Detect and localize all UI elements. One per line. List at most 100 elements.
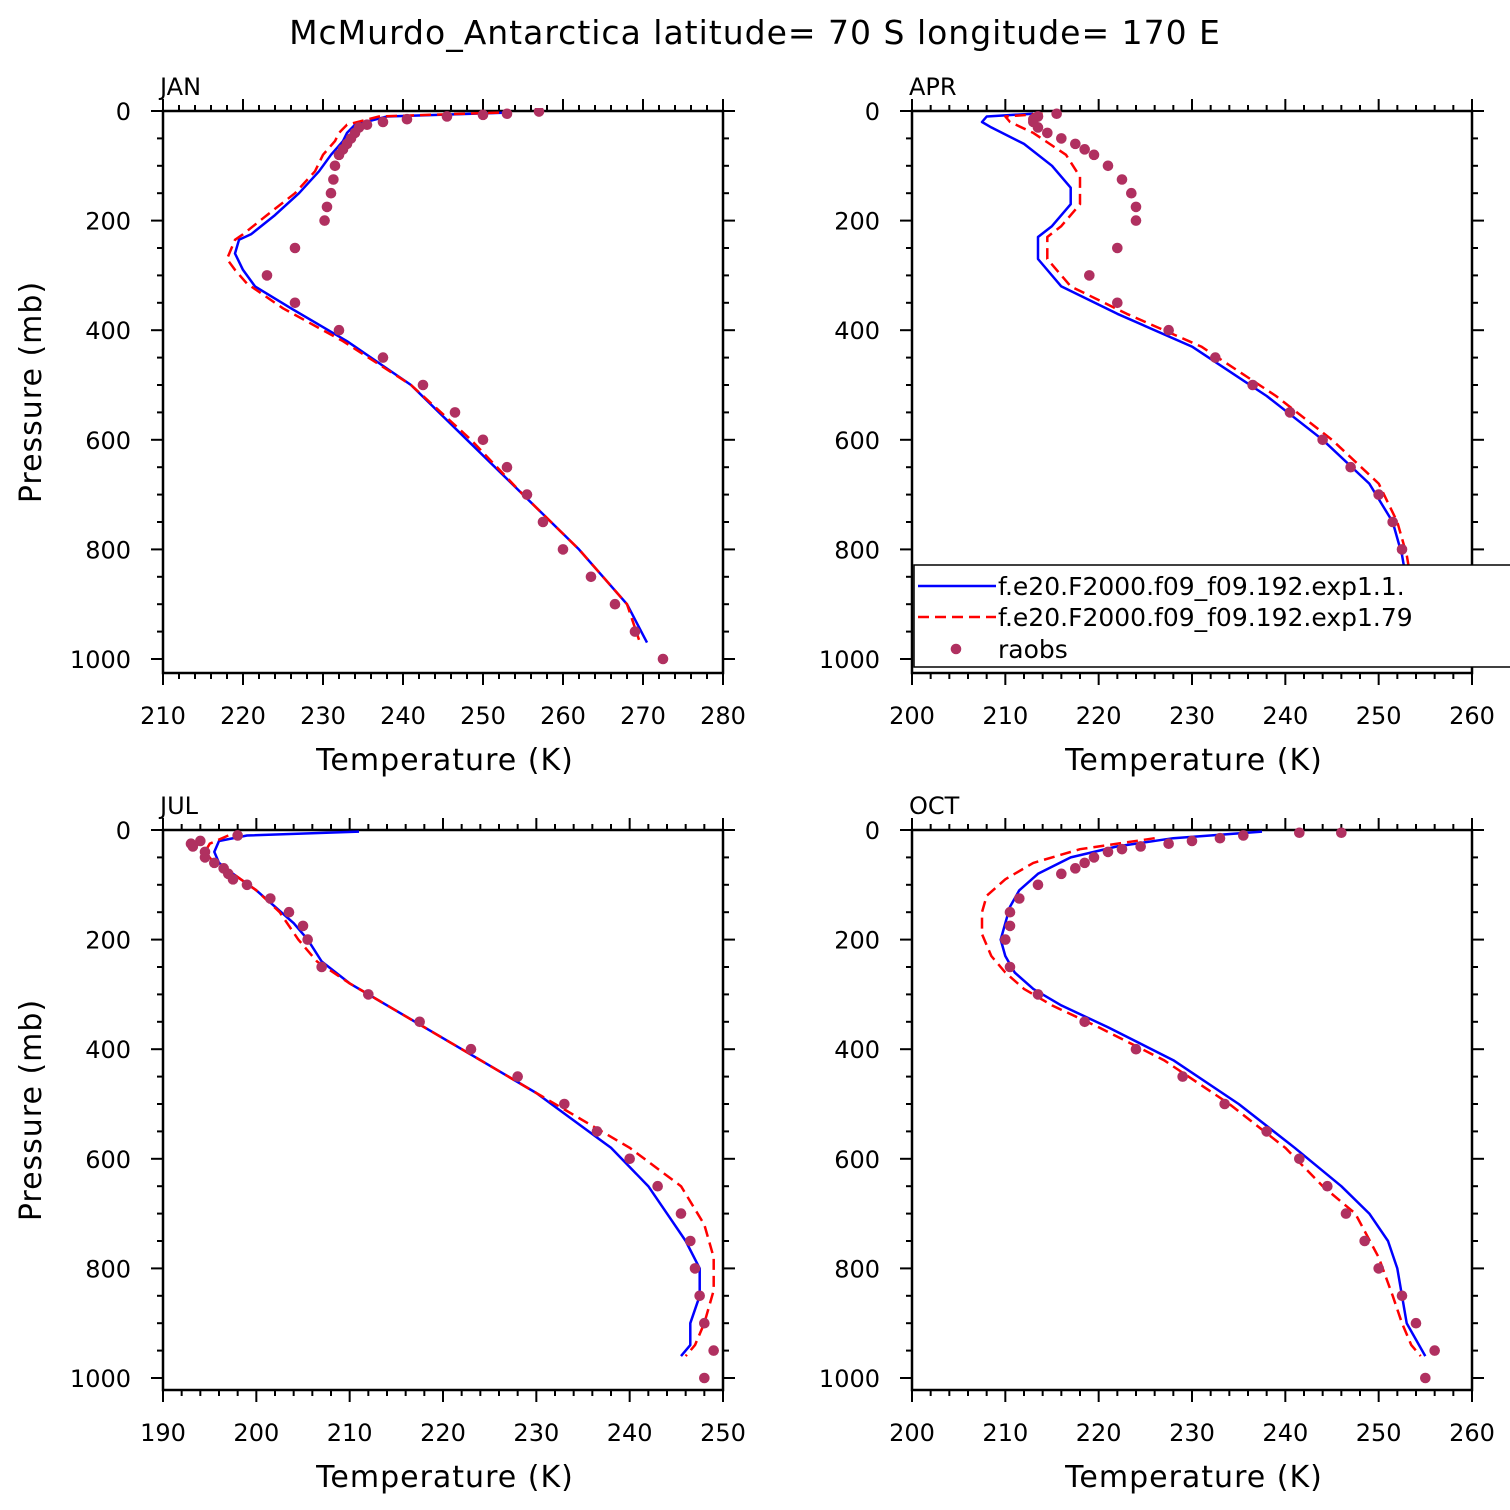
x-tick-label: 230 [513, 1419, 559, 1447]
raobs-point [557, 544, 569, 555]
legend-label: f.e20.F2000.f09_f09.192.exp1.79 [998, 603, 1413, 632]
raobs-point [585, 571, 597, 583]
x-tick-label: 230 [1169, 702, 1215, 730]
model2-line [203, 834, 715, 1357]
raobs-point [1420, 1372, 1431, 1384]
panel-label: APR [909, 73, 957, 101]
raobs-point [333, 149, 345, 161]
raobs-point [1163, 324, 1174, 336]
raobs-point [363, 989, 374, 1000]
raobs-point [441, 111, 453, 122]
raobs-point [1238, 830, 1249, 841]
panel-oct: OCT 200 210 220 230 240 250 260 0 200 400 600 800 100… [819, 792, 1495, 1495]
raobs-point [1130, 215, 1142, 226]
x-tick-label: 210 [140, 702, 186, 730]
y-tick-label: 1000 [70, 1365, 131, 1393]
raobs-point [1014, 893, 1025, 904]
raobs-point [1079, 857, 1090, 869]
raobs-point [302, 934, 313, 945]
x-axis-title: Temperature (K) [315, 743, 574, 778]
raobs-point [321, 201, 333, 213]
plot-data [980, 827, 1440, 1384]
model2-line [225, 111, 641, 641]
raobs-point [1116, 843, 1128, 855]
raobs-point [629, 626, 641, 637]
model2-line [980, 836, 1422, 1357]
x-tick-label: 260 [1449, 1419, 1495, 1447]
figure-title: McMurdo_Antarctica latitude= 70 S longit… [289, 13, 1221, 52]
raobs-point [477, 109, 489, 121]
panel-label: JUL [158, 792, 199, 820]
raobs-point [187, 841, 199, 852]
y-tick-label: 400 [85, 1036, 131, 1064]
legend-marker-raobs [950, 643, 962, 655]
raobs-point [377, 116, 389, 128]
x-tick-label: 190 [140, 1419, 186, 1447]
raobs-point [401, 113, 413, 125]
raobs-point [1032, 879, 1044, 891]
raobs-point [241, 879, 253, 891]
raobs-point [477, 434, 489, 446]
x-tick-label: 280 [700, 702, 746, 730]
plot-frame [910, 828, 1474, 1392]
y-tick-label: 0 [865, 817, 880, 845]
panel-label: OCT [909, 792, 960, 820]
raobs-point [501, 461, 513, 473]
raobs-point [1084, 270, 1095, 281]
raobs-point [1214, 832, 1226, 844]
x-tick-label: 260 [1449, 702, 1495, 730]
raobs-point [1340, 1208, 1352, 1219]
y-tick-label: 600 [834, 1146, 880, 1174]
model2-line [1004, 112, 1441, 638]
raobs-point [1004, 906, 1016, 918]
raobs-point [521, 489, 533, 500]
y-tick-label: 200 [85, 927, 131, 955]
raobs-point [1322, 1180, 1333, 1192]
raobs-point [325, 187, 337, 199]
y-tick-label: 0 [116, 817, 131, 845]
legend-label: raobs [998, 635, 1068, 664]
raobs-point [1294, 1153, 1305, 1165]
x-tick-label: 240 [380, 702, 426, 730]
raobs-point [261, 270, 273, 281]
raobs-point [591, 1126, 603, 1137]
raobs-point [449, 407, 461, 418]
panels: JAN 210 220 230 240 250 260 270 280 0 200 400 600 800… [14, 73, 1495, 1495]
raobs-point [1070, 138, 1081, 150]
y-tick-label: 1000 [819, 646, 880, 674]
x-tick-label: 250 [1356, 1419, 1402, 1447]
raobs-point [1116, 174, 1128, 185]
raobs-point [329, 160, 341, 172]
x-tick-label: 210 [982, 702, 1028, 730]
y-tick-label: 200 [834, 927, 880, 955]
plot-frame [161, 109, 725, 675]
x-tick-label: 220 [220, 702, 266, 730]
raobs-point [361, 119, 373, 130]
raobs-point [265, 893, 276, 904]
x-tick-label: 220 [420, 1419, 466, 1447]
raobs-point [1079, 1016, 1090, 1028]
y-axis-title: Pressure (mb) [14, 999, 49, 1221]
raobs-point [1219, 1098, 1230, 1110]
raobs-point [414, 1016, 425, 1028]
raobs-point [209, 857, 220, 869]
raobs-point [1186, 835, 1198, 847]
raobs-point [1410, 1317, 1422, 1329]
legend-label: f.e20.F2000.f09_f09.192.exp1.1. [998, 572, 1405, 601]
raobs-point [1373, 489, 1384, 500]
plot-frame [161, 828, 725, 1392]
raobs-point [1359, 1235, 1370, 1247]
raobs-point [297, 920, 309, 932]
raobs-point [1004, 920, 1016, 932]
x-tick-label: 230 [1169, 1419, 1215, 1447]
panel-jan: JAN 210 220 230 240 250 260 270 280 0 200 400 600 800… [14, 73, 746, 778]
raobs-point [227, 874, 239, 885]
raobs-point [1112, 242, 1123, 254]
raobs-point [199, 852, 211, 863]
raobs-point [1051, 108, 1062, 120]
x-tick-label: 240 [1262, 702, 1308, 730]
x-tick-label: 260 [540, 702, 586, 730]
panel-label: JAN [158, 73, 201, 101]
raobs-point [1396, 1290, 1408, 1302]
raobs-point [1102, 160, 1114, 172]
